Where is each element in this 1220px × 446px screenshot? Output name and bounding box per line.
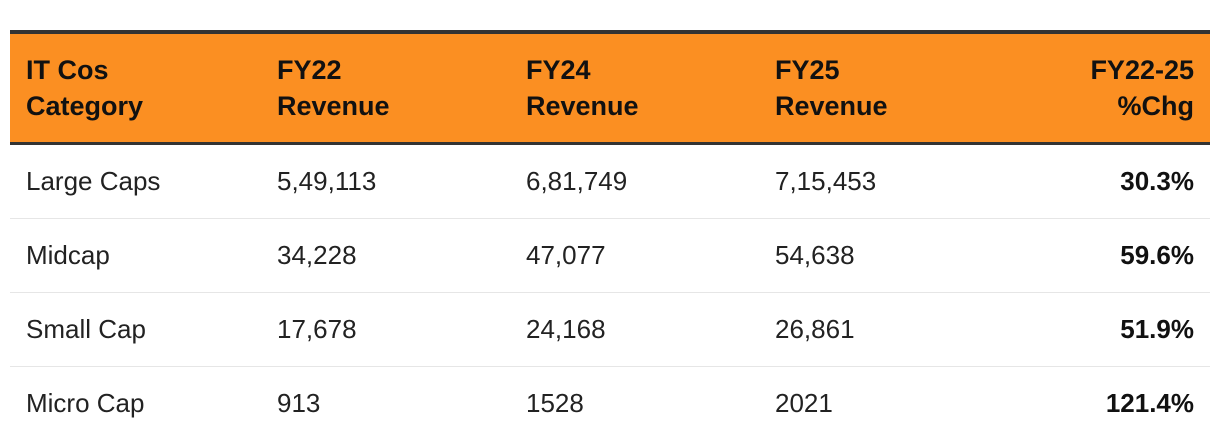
header-fy25-revenue: FY25 Revenue [759, 30, 1008, 145]
header-pct-change: FY22-25 %Chg [1008, 30, 1210, 145]
cell-fy24: 47,077 [510, 218, 759, 293]
cell-fy25: 54,638 [759, 218, 1008, 293]
table-row: Midcap 34,228 47,077 54,638 59.6% [10, 218, 1210, 293]
cell-fy25: 7,15,453 [759, 143, 1008, 219]
cell-category: Micro Cap [26, 388, 145, 418]
header-row: IT Cos Category FY22 Revenue FY24 Revenu… [10, 30, 1210, 145]
cell-pct-change: 121.4% [1105, 388, 1194, 418]
table-row: Large Caps 5,49,113 6,81,749 7,15,453 30… [10, 143, 1210, 219]
revenue-table-container: IT Cos Category FY22 Revenue FY24 Revenu… [10, 30, 1210, 440]
cell-pct-change: 59.6% [1008, 218, 1210, 293]
cell-fy24: 1528 [526, 388, 584, 418]
cell-fy22: 34,228 [261, 218, 510, 293]
table-row: Small Cap 17,678 24,168 26,861 51.9% [10, 292, 1210, 367]
cell-fy25: 26,861 [759, 292, 1008, 367]
cell-category: Large Caps [10, 143, 261, 219]
table-row: Micro Cap 913 1528 2021 121.4% [10, 367, 1210, 441]
header-fy24-revenue: FY24 Revenue [510, 30, 759, 145]
cell-pct-change: 30.3% [1008, 143, 1210, 219]
header-fy22-revenue: FY22 Revenue [261, 30, 510, 145]
cell-fy24: 6,81,749 [510, 143, 759, 219]
cell-fy24: 24,168 [510, 292, 759, 367]
header-category: IT Cos Category [10, 30, 261, 145]
cell-fy22: 913 [277, 388, 321, 418]
cell-pct-change: 51.9% [1008, 292, 1210, 367]
it-cos-revenue-table: IT Cos Category FY22 Revenue FY24 Revenu… [10, 30, 1210, 440]
cell-category: Midcap [10, 218, 261, 293]
table-body: Large Caps 5,49,113 6,81,749 7,15,453 30… [10, 143, 1210, 441]
cell-fy22: 5,49,113 [261, 143, 510, 219]
cell-fy25: 2021 [775, 388, 833, 418]
cell-fy22: 17,678 [261, 292, 510, 367]
table-header: IT Cos Category FY22 Revenue FY24 Revenu… [10, 30, 1210, 145]
cell-category: Small Cap [10, 292, 261, 367]
